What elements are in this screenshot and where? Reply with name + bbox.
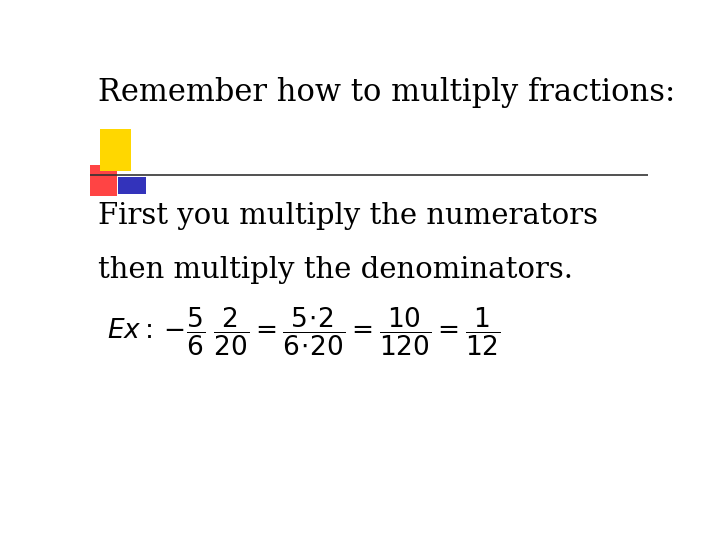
Text: $\mathit{Ex}: -\!\dfrac{5}{6}\; \dfrac{2}{20} = \dfrac{5\!\cdot\! 2}{6\!\cdot\!2: $\mathit{Ex}: -\!\dfrac{5}{6}\; \dfrac{2… bbox=[107, 306, 500, 358]
Bar bbox=[100, 129, 131, 171]
Bar bbox=[118, 177, 145, 194]
Text: then multiply the denominators.: then multiply the denominators. bbox=[99, 256, 573, 284]
Text: Remember how to multiply fractions:: Remember how to multiply fractions: bbox=[99, 77, 675, 109]
Bar bbox=[90, 165, 117, 196]
Text: First you multiply the numerators: First you multiply the numerators bbox=[99, 202, 598, 230]
